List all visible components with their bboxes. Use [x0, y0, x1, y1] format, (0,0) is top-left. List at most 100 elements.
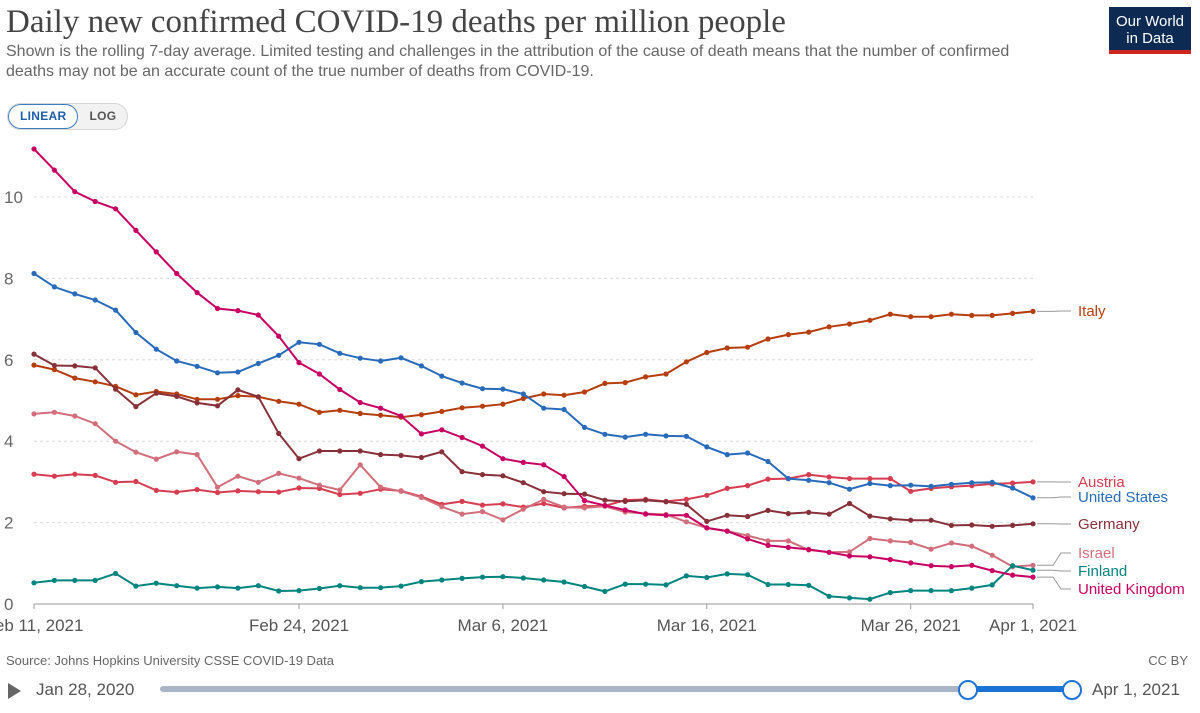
- data-point: [439, 408, 445, 415]
- data-point: [31, 362, 37, 368]
- data-point: [826, 511, 832, 517]
- legend-connector: [1037, 576, 1071, 590]
- data-point: [174, 489, 180, 495]
- data-point: [500, 401, 506, 407]
- data-point: [113, 206, 119, 212]
- data-point: [745, 450, 751, 456]
- data-point: [194, 585, 200, 591]
- data-point: [316, 448, 322, 454]
- timeline-end-label: Apr 1, 2021: [1092, 680, 1180, 699]
- data-point: [1030, 479, 1036, 485]
- data-point: [51, 367, 58, 373]
- timeline-start-label: Jan 28, 2020: [36, 680, 135, 699]
- timeline-track[interactable]: [160, 686, 1070, 692]
- data-point: [602, 431, 608, 437]
- data-point: [72, 375, 78, 381]
- data-point: [724, 345, 730, 351]
- data-point: [948, 311, 955, 317]
- data-point: [500, 501, 506, 507]
- data-point: [153, 390, 159, 396]
- data-point: [51, 473, 58, 479]
- data-point: [378, 405, 384, 411]
- play-icon[interactable]: [8, 683, 21, 699]
- data-point: [153, 249, 159, 255]
- data-point: [235, 585, 241, 591]
- data-point: [541, 489, 547, 495]
- data-point: [602, 497, 608, 503]
- data-point: [561, 491, 567, 497]
- series-united-states: [31, 270, 1036, 501]
- legend-connector: [1037, 496, 1071, 499]
- data-point: [724, 528, 730, 534]
- data-point: [316, 585, 322, 592]
- data-point: [398, 452, 404, 458]
- data-point: [92, 198, 98, 205]
- data-point: [500, 574, 506, 580]
- data-point: [194, 363, 200, 369]
- data-point: [214, 584, 221, 590]
- y-tick-label: 4: [4, 432, 13, 451]
- data-point: [683, 501, 690, 507]
- owid-logo[interactable]: Our World in Data: [1109, 7, 1191, 54]
- series-finland: [31, 563, 1036, 602]
- license-label[interactable]: CC BY: [1148, 653, 1188, 668]
- data-point: [316, 409, 322, 415]
- data-point: [765, 507, 771, 513]
- x-tick-label: Apr 1, 2021: [989, 616, 1077, 635]
- data-point: [1030, 521, 1036, 527]
- data-point: [663, 499, 669, 505]
- data-point: [969, 522, 975, 528]
- data-point: [826, 474, 832, 480]
- data-point: [520, 575, 526, 581]
- data-point: [948, 522, 955, 529]
- data-point: [174, 358, 180, 364]
- data-point: [520, 395, 526, 402]
- linear-scale-button[interactable]: LINEAR: [8, 104, 79, 129]
- data-point: [663, 433, 669, 439]
- timeline-selected-range: [967, 686, 1071, 692]
- data-point: [581, 491, 588, 497]
- x-tick-label: Mar 16, 2021: [657, 616, 757, 635]
- data-point: [214, 484, 221, 490]
- data-point: [235, 393, 241, 399]
- data-point: [337, 350, 343, 356]
- data-point: [745, 483, 751, 489]
- data-point: [867, 513, 873, 519]
- series-line: [33, 353, 1034, 528]
- data-point: [214, 489, 221, 496]
- data-point: [418, 431, 424, 437]
- data-point: [643, 431, 649, 437]
- data-point: [133, 478, 139, 485]
- data-point: [683, 512, 690, 518]
- data-point: [296, 588, 302, 594]
- data-point: [765, 336, 771, 342]
- data-point: [133, 449, 139, 455]
- data-point: [602, 588, 608, 595]
- data-point: [235, 488, 241, 494]
- series-line: [33, 310, 1034, 419]
- legend-label: Germany: [1078, 516, 1140, 533]
- data-point: [581, 505, 588, 511]
- data-point: [1030, 562, 1036, 568]
- data-point: [357, 399, 363, 406]
- timeline-start-handle[interactable]: [958, 680, 978, 700]
- data-point: [276, 333, 282, 339]
- source-note[interactable]: Source: Johns Hopkins University CSSE CO…: [6, 653, 335, 668]
- data-point: [541, 405, 547, 411]
- series-germany: [31, 351, 1036, 529]
- x-tick-label: Mar 6, 2021: [458, 616, 549, 635]
- log-scale-button[interactable]: LOG: [89, 109, 117, 123]
- data-point: [826, 549, 832, 555]
- data-point: [479, 403, 486, 409]
- data-point: [867, 596, 873, 602]
- y-tick-label: 2: [4, 514, 13, 533]
- data-point: [969, 480, 975, 486]
- data-point: [214, 305, 221, 312]
- data-point: [520, 459, 526, 465]
- data-point: [479, 386, 486, 392]
- data-point: [643, 497, 649, 503]
- data-point: [663, 371, 669, 377]
- timeline-end-handle[interactable]: [1062, 680, 1082, 700]
- data-point: [357, 462, 363, 468]
- data-point: [276, 588, 282, 594]
